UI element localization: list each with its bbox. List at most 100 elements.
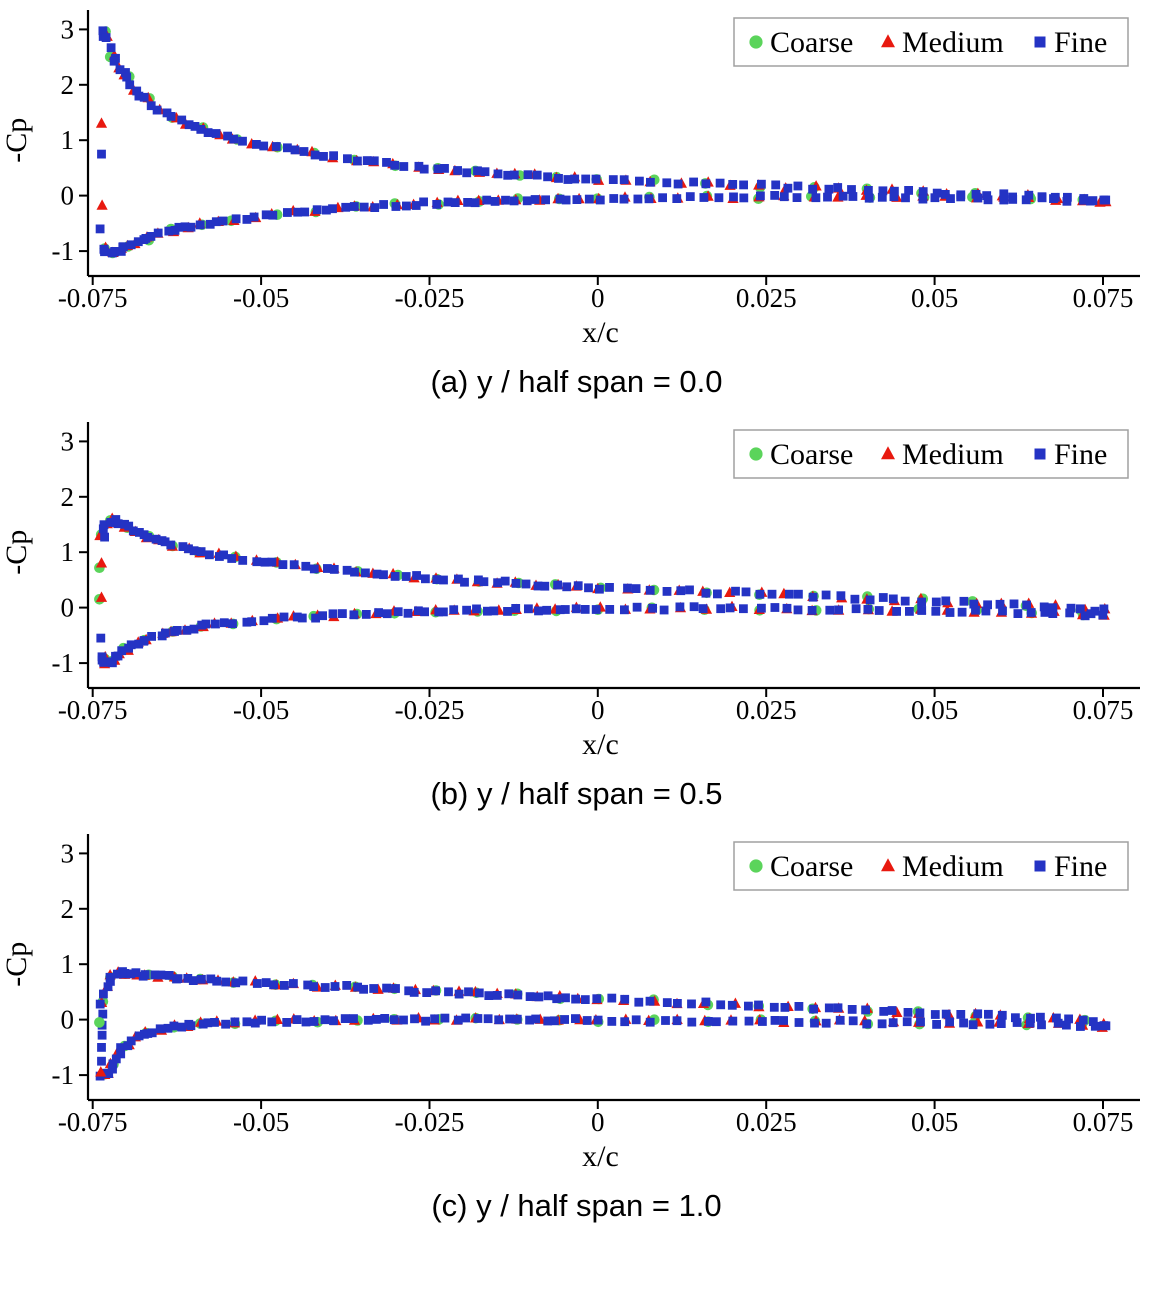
y-tick-label: 3 [61,14,75,44]
legend-label-coarse: Coarse [770,26,853,59]
x-tick-label: -0.05 [233,1107,289,1137]
y-tick-label: -1 [52,648,75,678]
legend-label-coarse: Coarse [770,850,853,883]
medium-marker-icon [881,858,895,872]
x-tick-label: -0.025 [395,695,465,725]
y-axis-title: -Cp [0,530,33,575]
y-ticks: -1 0 1 2 3 [52,838,88,1090]
legend-label-fine: Fine [1054,850,1107,883]
y-tick-label: 0 [61,181,75,211]
x-tick-label: -0.075 [58,1107,128,1137]
legend-label-coarse: Coarse [770,438,853,471]
leading-edge-extra-points [94,557,108,643]
coarse-marker-icon [749,859,763,873]
y-tick-label: 0 [61,1005,75,1035]
x-tick-label: 0.05 [911,283,958,313]
x-tick-label: -0.05 [233,695,289,725]
legend: Coarse Medium Fine [733,17,1129,67]
panel-b-plot: -0.075 -0.05 -0.025 0 0.025 0.05 0.075 -1 0 1 2 3 -C… [0,416,1153,728]
leading-edge-extra-points [94,1009,108,1077]
x-tick-label: 0.075 [1073,695,1134,725]
y-tick-label: 3 [61,838,75,868]
x-tick-label: 0 [591,1107,605,1137]
legend-label-medium: Medium [902,438,1004,471]
panel-c: -0.075 -0.05 -0.025 0 0.025 0.05 0.075 -1 0 1 2 3 -C… [0,828,1153,1226]
y-axis-title: -Cp [0,118,33,163]
legend-item-fine: Fine [1034,26,1107,59]
series-fine [97,515,1109,668]
panel-b: -0.075 -0.05 -0.025 0 0.025 0.05 0.075 -1 0 1 2 3 -C… [0,416,1153,814]
x-tick-label: 0.05 [911,695,958,725]
panel-b-x-axis-title: x/c [582,728,619,761]
panel-c-caption: (c) y / half span = 1.0 [431,1188,722,1223]
chart-canvas: -0.075 -0.05 -0.025 0 0.025 0.05 0.075 -1 0 1 2 3 -C… [0,422,1140,725]
legend-item-medium: Medium [881,850,1004,883]
axes [86,10,1140,278]
legend-box [733,429,1129,479]
y-tick-label: 1 [61,949,75,979]
panel-c-x-axis-title: x/c [582,1140,619,1173]
fine-marker-icon [1034,448,1046,460]
y-tick-label: 1 [61,125,75,155]
x-tick-label: 0.025 [736,1107,797,1137]
y-tick-label: 2 [61,894,75,924]
panel-a-x-axis-title: x/c [582,316,619,349]
y-axis-title: -Cp [0,942,33,987]
x-tick-label: -0.075 [58,695,128,725]
legend-label-fine: Fine [1054,26,1107,59]
x-ticks: -0.075 -0.05 -0.025 0 0.025 0.05 0.075 [58,276,1134,313]
y-ticks: -1 0 1 2 3 [52,426,88,678]
y-tick-label: 1 [61,537,75,567]
panel-b-caption: (b) y / half span = 0.5 [430,776,723,811]
legend-item-coarse: Coarse [749,850,853,883]
y-tick-label: 2 [61,70,75,100]
legend-box [733,841,1129,891]
axes [86,834,1140,1102]
legend-label-medium: Medium [902,850,1004,883]
coarse-marker-icon [749,447,763,461]
x-tick-label: -0.025 [395,283,465,313]
leading-edge-extra-points [95,117,108,234]
y-tick-label: -1 [52,1060,75,1090]
x-tick-label: 0.025 [736,695,797,725]
x-ticks: -0.075 -0.05 -0.025 0 0.025 0.05 0.075 [58,1100,1134,1137]
figure: -0.075 -0.05 -0.025 0 0.025 0.05 0.075 -1 0 1 2 3 -C… [0,4,1153,1226]
legend-item-fine: Fine [1034,850,1107,883]
x-tick-label: 0 [591,283,605,313]
legend-item-coarse: Coarse [749,438,853,471]
x-tick-label: 0.075 [1073,1107,1134,1137]
x-tick-label: -0.075 [58,283,128,313]
medium-marker-icon [881,446,895,460]
y-ticks: -1 0 1 2 3 [52,14,88,266]
fine-marker-icon [1034,860,1046,872]
panel-a: -0.075 -0.05 -0.025 0 0.025 0.05 0.075 -1 0 1 2 3 -C… [0,4,1153,402]
x-tick-label: -0.025 [395,1107,465,1137]
panel-a-caption: (a) y / half span = 0.0 [430,364,723,399]
legend-box [733,17,1129,67]
x-tick-label: 0 [591,695,605,725]
x-tick-label: 0.025 [736,283,797,313]
chart-canvas: -0.075 -0.05 -0.025 0 0.025 0.05 0.075 -1 0 1 2 3 -C… [0,834,1140,1137]
legend-item-coarse: Coarse [749,26,853,59]
legend: Coarse Medium Fine [733,429,1129,479]
x-ticks: -0.075 -0.05 -0.025 0 0.025 0.05 0.075 [58,688,1134,725]
y-tick-label: -1 [52,236,75,266]
series-fine [98,26,1111,258]
legend: Coarse Medium Fine [733,841,1129,891]
panel-a-plot: -0.075 -0.05 -0.025 0 0.025 0.05 0.075 -1 0 1 2 3 -C… [0,4,1153,316]
legend-label-medium: Medium [902,26,1004,59]
fine-marker-icon [1034,36,1046,48]
x-tick-label: -0.05 [233,283,289,313]
y-tick-label: 2 [61,482,75,512]
series-fine [95,967,1111,1081]
coarse-marker-icon [749,35,763,49]
legend-item-fine: Fine [1034,438,1107,471]
legend-item-medium: Medium [881,26,1004,59]
y-tick-label: 3 [61,426,75,456]
panel-c-plot: -0.075 -0.05 -0.025 0 0.025 0.05 0.075 -1 0 1 2 3 -C… [0,828,1153,1140]
legend-item-medium: Medium [881,438,1004,471]
medium-marker-icon [881,34,895,48]
y-tick-label: 0 [61,593,75,623]
x-tick-label: 0.05 [911,1107,958,1137]
x-tick-label: 0.075 [1073,283,1134,313]
